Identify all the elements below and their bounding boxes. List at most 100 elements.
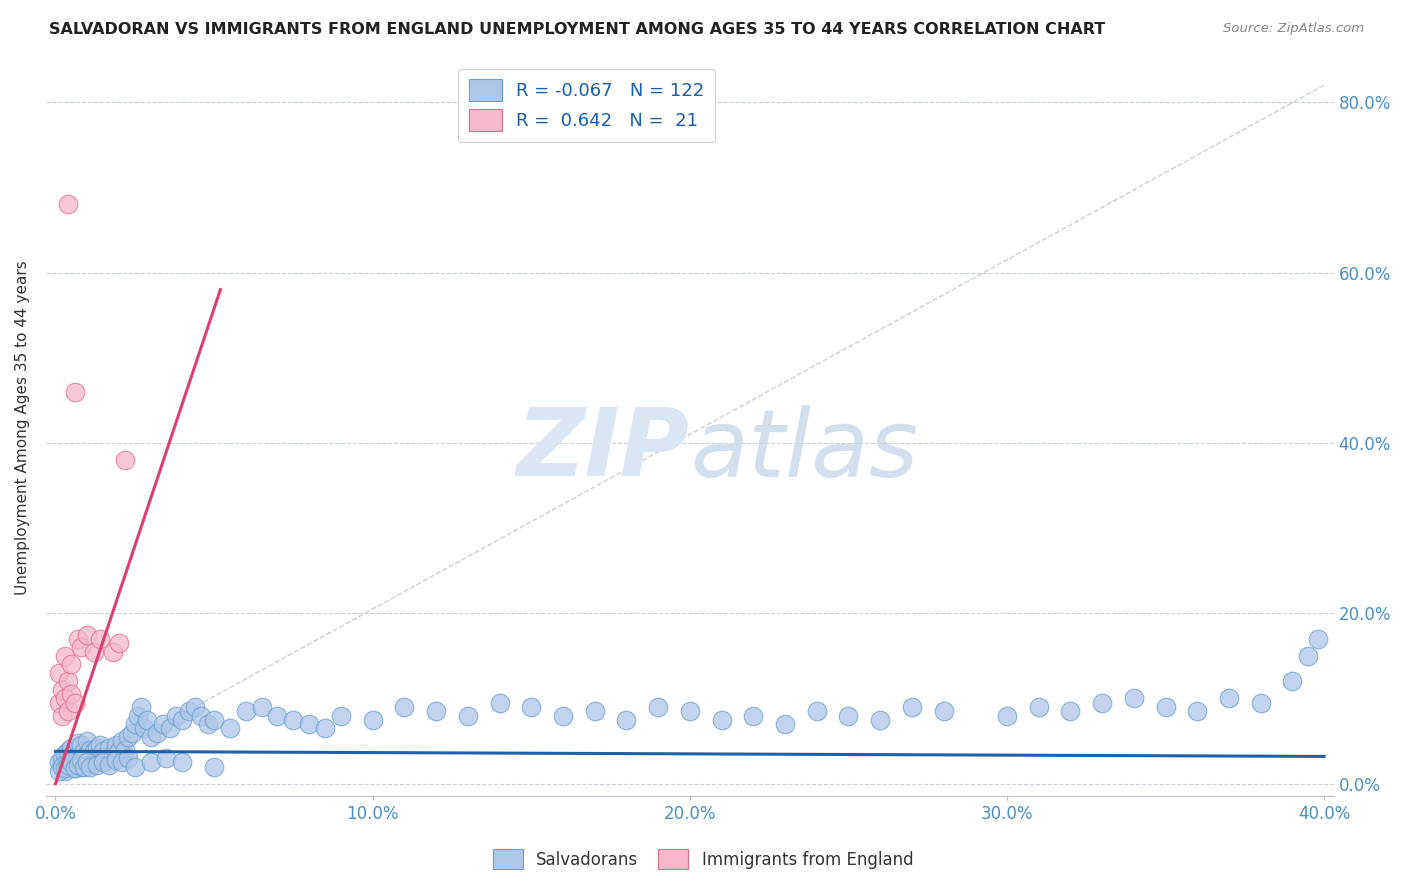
Point: [139, 730, 162, 744]
Point: [60, 657, 83, 672]
Point: [66, 736, 89, 750]
Point: [108, 636, 131, 650]
Point: [108, 744, 131, 758]
Point: [63, 761, 86, 775]
Point: [56, 744, 79, 758]
Point: [172, 756, 194, 770]
Point: [197, 717, 219, 731]
Point: [76, 747, 98, 761]
Point: [1154, 700, 1177, 714]
Point: [63, 749, 86, 764]
Point: [56, 753, 79, 767]
Point: [114, 453, 136, 467]
Text: SALVADORAN VS IMMIGRANTS FROM ENGLAND UNEMPLOYMENT AMONG AGES 35 TO 44 YEARS COR: SALVADORAN VS IMMIGRANTS FROM ENGLAND UN…: [49, 22, 1105, 37]
Point: [56, 759, 79, 773]
Point: [710, 713, 733, 727]
Point: [101, 747, 124, 761]
Point: [91, 744, 114, 758]
Point: [124, 717, 146, 731]
Point: [394, 700, 416, 714]
Point: [172, 713, 194, 727]
Point: [679, 704, 702, 718]
Point: [86, 753, 108, 767]
Point: [60, 740, 83, 755]
Point: [129, 700, 152, 714]
Point: [104, 739, 127, 753]
Point: [63, 384, 86, 399]
Point: [361, 713, 384, 727]
Point: [73, 759, 96, 773]
Point: [83, 645, 105, 659]
Point: [121, 725, 143, 739]
Point: [139, 756, 162, 770]
Point: [165, 708, 187, 723]
Point: [53, 756, 76, 770]
Point: [235, 704, 257, 718]
Point: [932, 704, 955, 718]
Point: [1187, 704, 1209, 718]
Point: [190, 708, 212, 723]
Point: [48, 764, 70, 778]
Point: [79, 753, 101, 767]
Point: [86, 740, 108, 755]
Text: atlas: atlas: [690, 405, 918, 496]
Point: [1296, 648, 1319, 663]
Point: [53, 761, 76, 775]
Point: [89, 632, 111, 646]
Point: [56, 197, 79, 211]
Point: [48, 756, 70, 770]
Point: [520, 700, 543, 714]
Legend: R = -0.067   N = 122, R =  0.642   N =  21: R = -0.067 N = 122, R = 0.642 N = 21: [458, 69, 716, 142]
Point: [70, 739, 93, 753]
Point: [91, 756, 114, 770]
Point: [73, 753, 96, 767]
Point: [96, 749, 118, 764]
Point: [70, 759, 93, 773]
Point: [117, 751, 139, 765]
Point: [177, 704, 200, 718]
Point: [60, 751, 83, 765]
Point: [583, 704, 606, 718]
Point: [647, 700, 669, 714]
Point: [56, 674, 79, 689]
Point: [136, 713, 159, 727]
Point: [79, 742, 101, 756]
Text: Source: ZipAtlas.com: Source: ZipAtlas.com: [1223, 22, 1364, 36]
Point: [298, 717, 321, 731]
Point: [111, 734, 134, 748]
Point: [70, 753, 93, 767]
Point: [114, 742, 136, 756]
Point: [1059, 704, 1081, 718]
Point: [488, 696, 510, 710]
Point: [53, 648, 76, 663]
Point: [51, 759, 73, 773]
Point: [56, 704, 79, 718]
Point: [250, 700, 273, 714]
Point: [551, 708, 574, 723]
Point: [159, 721, 181, 735]
Point: [83, 744, 105, 758]
Point: [1306, 632, 1329, 646]
Point: [53, 691, 76, 706]
Point: [98, 758, 121, 772]
Point: [283, 713, 305, 727]
Point: [73, 744, 96, 758]
Point: [124, 759, 146, 773]
Point: [60, 687, 83, 701]
Point: [63, 761, 86, 775]
Point: [48, 696, 70, 710]
Point: [89, 739, 111, 753]
Point: [51, 759, 73, 773]
Point: [314, 721, 336, 735]
Text: ZIP: ZIP: [517, 404, 690, 496]
Point: [837, 708, 859, 723]
Point: [56, 758, 79, 772]
Point: [995, 708, 1018, 723]
Point: [1028, 700, 1050, 714]
Point: [111, 756, 134, 770]
Point: [79, 759, 101, 773]
Point: [202, 759, 225, 773]
Point: [901, 700, 924, 714]
Point: [219, 721, 242, 735]
Point: [63, 696, 86, 710]
